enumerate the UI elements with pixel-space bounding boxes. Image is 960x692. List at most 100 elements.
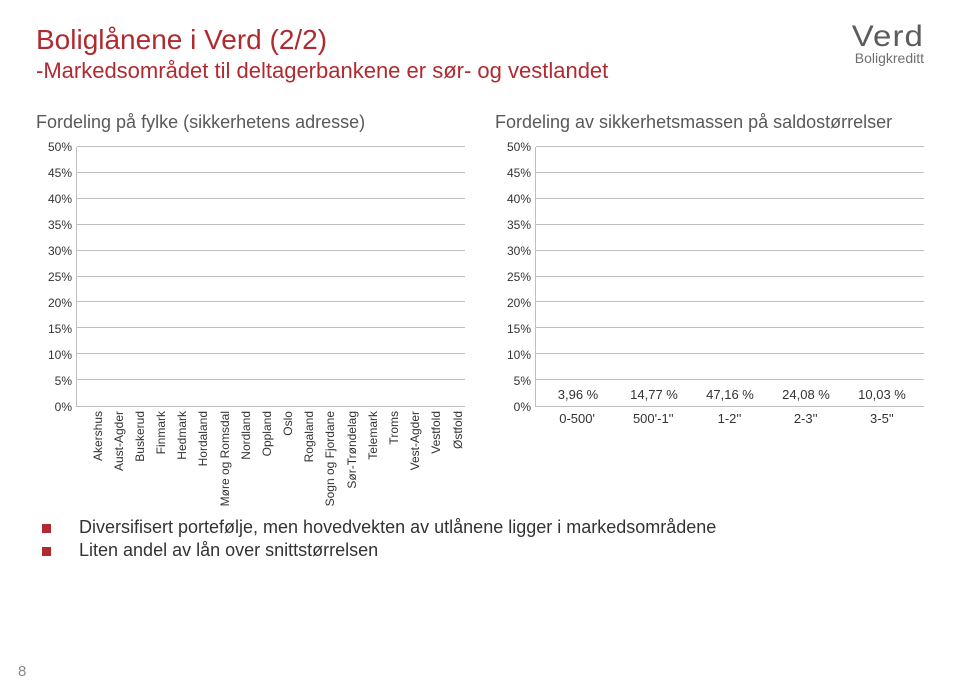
x-tick: Hedmark — [165, 411, 186, 511]
x-tick: 0-500' — [539, 411, 615, 426]
left-chart: 0%5%10%15%20%25%30%35%40%45%50% Akershus… — [36, 147, 465, 511]
right-chart-xaxis: 0-500'500'-1''1-2''2-3''3-5'' — [495, 411, 924, 426]
grid-line — [536, 198, 924, 199]
chart-titles-row: Fordeling på fylke (sikkerhetens adresse… — [36, 112, 924, 133]
bar-value-label: 3,96 % — [558, 387, 598, 402]
y-tick: 15% — [495, 322, 531, 336]
bar-value-label: 24,08 % — [782, 387, 830, 402]
grid-line — [536, 224, 924, 225]
bullet-square-icon — [42, 524, 51, 533]
grid-line — [77, 172, 465, 173]
slide: Verd Boligkreditt Boliglånene i Verd (2/… — [0, 0, 960, 692]
grid-line — [77, 276, 465, 277]
grid-line — [536, 146, 924, 147]
grid-line — [536, 250, 924, 251]
grid-line — [77, 250, 465, 251]
x-tick: Møre og Romsdal — [207, 411, 228, 511]
logo: Verd Boligkreditt — [855, 20, 924, 66]
grid-line — [77, 327, 465, 328]
x-tick: 500'-1'' — [615, 411, 691, 426]
grid-line — [77, 379, 465, 380]
grid-line — [536, 172, 924, 173]
x-tick: Telemark — [355, 411, 376, 511]
y-tick: 50% — [495, 140, 531, 154]
right-chart-yaxis: 0%5%10%15%20%25%30%35%40%45%50% — [495, 147, 535, 407]
bullet-text: Liten andel av lån over snittstørrelsen — [79, 540, 378, 561]
x-tick: Oppland — [249, 411, 270, 511]
y-tick: 30% — [36, 244, 72, 258]
bullet-list: Diversifisert portefølje, men hovedvekte… — [36, 517, 924, 561]
y-tick: 25% — [36, 270, 72, 284]
y-tick: 0% — [36, 400, 72, 414]
y-tick: 50% — [36, 140, 72, 154]
x-tick: Østfold — [440, 411, 461, 511]
right-chart-xlabels: 0-500'500'-1''1-2''2-3''3-5'' — [535, 411, 924, 426]
y-tick: 15% — [36, 322, 72, 336]
bar-value-label: 10,03 % — [858, 387, 906, 402]
right-chart-title: Fordeling av sikkerhetsmassen på saldost… — [495, 112, 924, 133]
grid-line — [536, 276, 924, 277]
bar-value-label: 47,16 % — [706, 387, 754, 402]
x-tick: Finmark — [144, 411, 165, 511]
page-title: Boliglånene i Verd (2/2) — [36, 24, 924, 56]
left-chart-xaxis: AkershusAust-AgderBuskerudFinmarkHedmark… — [36, 411, 465, 511]
y-tick: 10% — [495, 348, 531, 362]
right-chart-plot: 0%5%10%15%20%25%30%35%40%45%50% 3,96 %14… — [495, 147, 924, 407]
y-tick: 40% — [495, 192, 531, 206]
grid-line — [536, 379, 924, 380]
left-chart-yaxis: 0%5%10%15%20%25%30%35%40%45%50% — [36, 147, 76, 407]
bullet-square-icon — [42, 547, 51, 556]
y-tick: 10% — [36, 348, 72, 362]
y-tick: 35% — [495, 218, 531, 232]
grid-line — [77, 224, 465, 225]
bar-value-label: 14,77 % — [630, 387, 678, 402]
y-tick: 40% — [36, 192, 72, 206]
x-tick: 1-2'' — [691, 411, 767, 426]
x-tick: Oslo — [271, 411, 292, 511]
charts-row: 0%5%10%15%20%25%30%35%40%45%50% Akershus… — [36, 147, 924, 511]
x-tick: Vestfold — [419, 411, 440, 511]
left-chart-bars-area — [76, 147, 465, 407]
right-chart: 0%5%10%15%20%25%30%35%40%45%50% 3,96 %14… — [495, 147, 924, 511]
left-chart-xlabels: AkershusAust-AgderBuskerudFinmarkHedmark… — [76, 411, 465, 511]
bullet-item: Diversifisert portefølje, men hovedvekte… — [36, 517, 924, 538]
y-tick: 0% — [495, 400, 531, 414]
bullet-item: Liten andel av lån over snittstørrelsen — [36, 540, 924, 561]
x-tick: Buskerud — [122, 411, 143, 511]
grid-line — [77, 353, 465, 354]
x-tick: Aust-Agder — [101, 411, 122, 511]
y-tick: 45% — [495, 166, 531, 180]
x-tick: 3-5'' — [844, 411, 920, 426]
left-chart-bars — [77, 147, 465, 406]
y-tick: 20% — [36, 296, 72, 310]
y-tick: 5% — [495, 374, 531, 388]
page-subtitle: -Markedsområdet til deltagerbankene er s… — [36, 58, 924, 84]
page-number: 8 — [18, 663, 26, 680]
y-tick: 5% — [36, 374, 72, 388]
grid-line — [77, 301, 465, 302]
grid-line — [536, 301, 924, 302]
left-chart-plot: 0%5%10%15%20%25%30%35%40%45%50% — [36, 147, 465, 407]
x-tick: 2-3'' — [768, 411, 844, 426]
x-tick: Sør-Trøndelag — [334, 411, 355, 511]
y-tick: 45% — [36, 166, 72, 180]
y-tick: 20% — [495, 296, 531, 310]
logo-brand: Verd — [855, 20, 924, 54]
x-tick: Sogn og Fjordane — [313, 411, 334, 511]
x-tick: Vest-Agder — [398, 411, 419, 511]
x-tick: Nordland — [228, 411, 249, 511]
x-tick: Akershus — [80, 411, 101, 511]
x-tick: Rogaland — [292, 411, 313, 511]
grid-line — [536, 327, 924, 328]
grid-line — [77, 146, 465, 147]
bullet-text: Diversifisert portefølje, men hovedvekte… — [79, 517, 716, 538]
y-tick: 30% — [495, 244, 531, 258]
left-chart-title: Fordeling på fylke (sikkerhetens adresse… — [36, 112, 465, 133]
right-chart-bars: 3,96 % 14,77 % 47,16 % 24,08 % 10,03 % — [536, 147, 924, 406]
grid-line — [77, 198, 465, 199]
grid-line — [536, 353, 924, 354]
y-tick: 25% — [495, 270, 531, 284]
x-tick: Hordaland — [186, 411, 207, 511]
right-chart-bars-area: 3,96 % 14,77 % 47,16 % 24,08 % 10,03 % — [535, 147, 924, 407]
x-tick: Troms — [376, 411, 397, 511]
